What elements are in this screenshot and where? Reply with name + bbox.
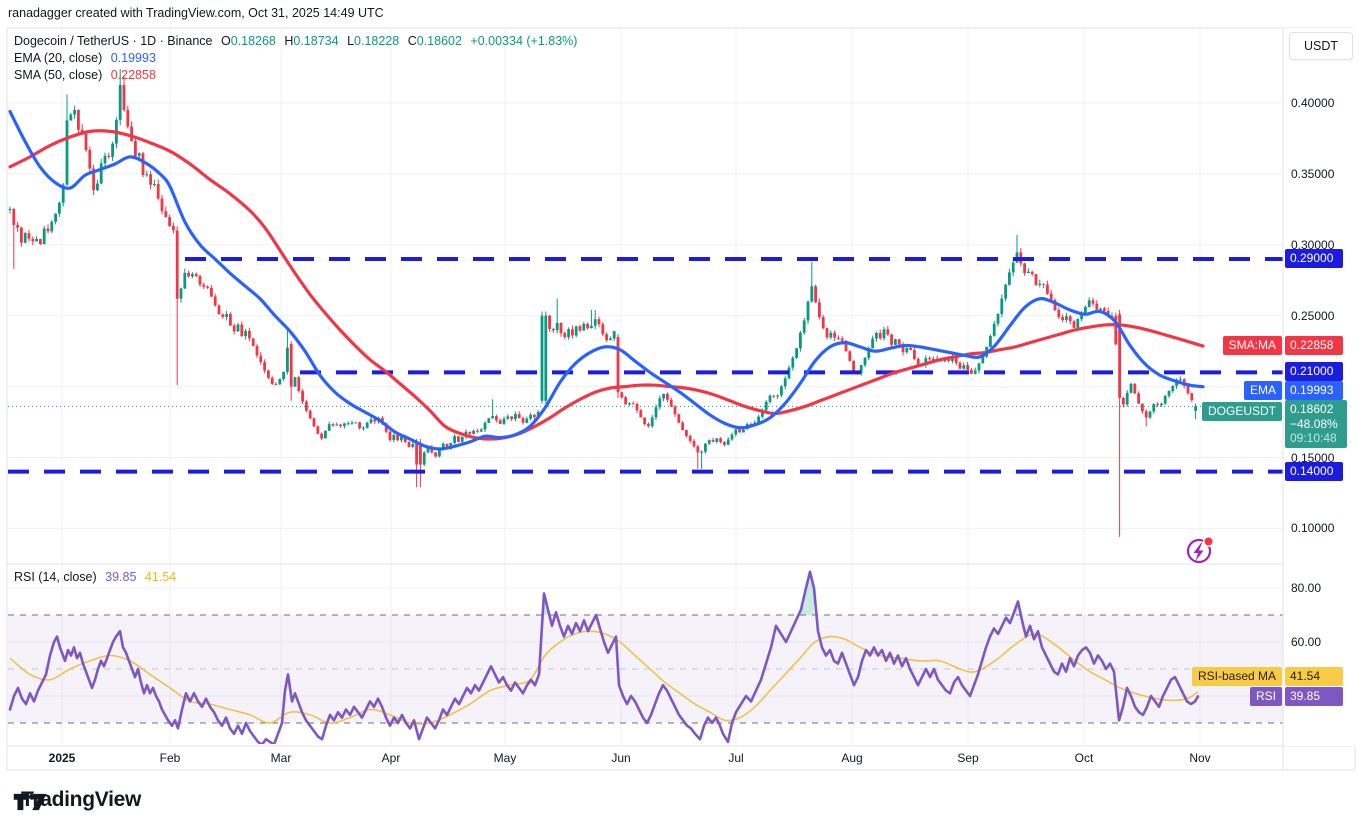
last-price-value: 0.18602 <box>1290 402 1334 417</box>
rsi-axis-badge: 39.85 <box>1285 687 1343 707</box>
symbol-legend-row[interactable]: Dogecoin / TetherUS · 1D · Binance O0.18… <box>14 33 582 50</box>
close-value: 0.18602 <box>416 34 462 48</box>
time-axis-label: Feb <box>159 751 181 765</box>
price-tick-label: 0.10000 <box>1291 521 1335 536</box>
high-label: H <box>284 34 294 48</box>
open-value: 0.18268 <box>230 34 276 48</box>
rsi-line <box>8 570 1200 744</box>
symbol-title[interactable]: Dogecoin / TetherUS · 1D · Binance <box>14 34 213 48</box>
rsi-ma-line <box>9 630 1199 725</box>
price-tick-label: 0.40000 <box>1291 96 1335 110</box>
sma-series-tag: SMA:MA <box>1222 336 1282 356</box>
rsi-legend-label: RSI (14, close) <box>14 570 97 584</box>
time-axis-label: Jun <box>611 751 631 765</box>
rsi-tick-label: 60.00 <box>1291 635 1322 649</box>
bar-countdown: 09:10:48 <box>1290 431 1337 446</box>
price-tick-label: 0.25000 <box>1291 308 1335 323</box>
time-axis-label: Jul <box>728 751 744 765</box>
close-label: C <box>407 34 417 48</box>
price-tick-label: 0.35000 <box>1291 166 1335 181</box>
rsi-ma-legend-value: 41.54 <box>144 570 177 584</box>
rsi-ma-tag: RSI-based MA <box>1191 667 1282 687</box>
ema-series-tag: EMA <box>1243 381 1282 401</box>
ema-legend-value: 0.19993 <box>110 51 156 65</box>
sma-legend-row[interactable]: SMA (50, close) 0.22858 <box>14 67 582 84</box>
time-axis-label: Apr <box>381 751 401 765</box>
price-level-badge: 0.14000 <box>1285 461 1343 481</box>
symbol-price-tag: DOGEUSDT <box>1201 402 1282 422</box>
rsi-pane-legend: RSI (14, close) 39.85 41.54 <box>14 569 181 586</box>
low-value: 0.18228 <box>354 34 400 48</box>
time-axis-label: Sep <box>957 751 979 765</box>
sma-legend-label: SMA (50, close) <box>14 68 103 82</box>
sma-legend-value: 0.22858 <box>110 68 156 82</box>
rsi-overbought-fill <box>801 571 814 615</box>
ema-legend-row[interactable]: EMA (20, close) 0.19993 <box>14 50 582 67</box>
time-axis[interactable]: 2025 Feb Mar Apr May Jun Jul Aug Sep Oct Nov <box>0 749 1283 769</box>
chart-frame <box>6 27 1356 771</box>
tradingview-logo-text: TradingView <box>21 788 142 811</box>
time-axis-label: Mar <box>270 751 292 765</box>
tradingview-logo[interactable]: TradingView <box>13 788 141 812</box>
tradingview-logo-icon <box>13 793 47 811</box>
price-tick-label: 0.15000 <box>1291 450 1335 465</box>
rsi-tag: RSI <box>1249 687 1282 707</box>
sma50-line <box>8 129 1205 441</box>
candlestick-series <box>8 68 1197 537</box>
price-level-badge: 0.29000 <box>1285 248 1343 268</box>
gridlines <box>8 29 1283 745</box>
low-label: L <box>347 34 355 48</box>
rsi-ma-axis-badge: 41.54 <box>1285 667 1343 687</box>
rsi-legend-row[interactable]: RSI (14, close) 39.85 41.54 <box>14 569 181 586</box>
attribution-text: ranadagger created with TradingView.com,… <box>8 6 384 20</box>
price-tick-label: 0.30000 <box>1291 237 1335 252</box>
time-axis-label: Aug <box>841 751 863 765</box>
time-axis-label: May <box>493 751 517 765</box>
time-axis-label: Oct <box>1074 751 1094 765</box>
currency-toggle-button[interactable]: USDT <box>1289 32 1353 60</box>
high-value: 0.18734 <box>293 34 339 48</box>
flash-watermark-icon <box>1186 536 1214 564</box>
price-level-badge: 0.21000 <box>1285 362 1343 382</box>
last-price-axis-badge: 0.18602 −48.08% 09:10:48 <box>1285 400 1347 448</box>
ema20-line <box>8 109 1205 451</box>
price-change-percent: −48.08% <box>1290 416 1338 431</box>
sma-axis-badge: 0.22858 <box>1285 336 1343 356</box>
open-label: O <box>220 34 231 48</box>
ema-legend-label: EMA (20, close) <box>14 51 103 65</box>
rsi-legend-value: 39.85 <box>105 570 137 584</box>
time-axis-label: Nov <box>1189 751 1211 765</box>
price-pane-legend: Dogecoin / TetherUS · 1D · Binance O0.18… <box>14 33 582 84</box>
price-axis-panel[interactable]: USDT 0.40000 0.35000 0.30000 0.25000 0.15000… <box>1284 28 1359 746</box>
change-value: +0.00334 (+1.83%) <box>470 34 578 48</box>
rsi-tick-label: 80.00 <box>1291 581 1322 595</box>
ema-axis-badge: 0.19993 <box>1285 381 1343 401</box>
time-axis-label: 2025 <box>48 751 76 765</box>
